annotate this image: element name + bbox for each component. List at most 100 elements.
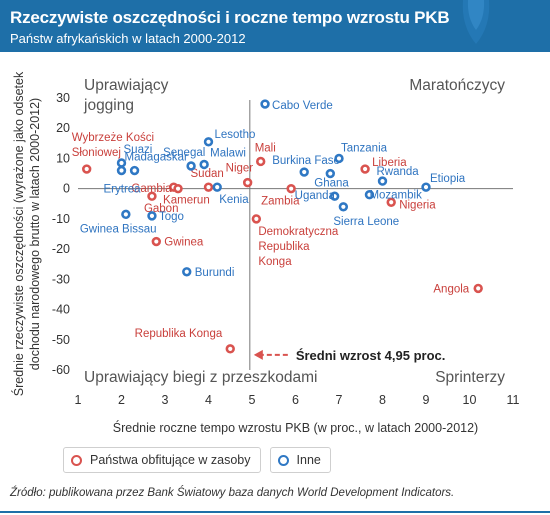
- x-tick-label: 1: [75, 393, 82, 407]
- legend-label-other: Inne: [296, 453, 321, 467]
- y-axis-label-line: Średnie rzeczywiste oszczędności (wyrażo…: [11, 71, 26, 396]
- x-tick-label: 9: [423, 393, 430, 407]
- scatter-chart: 30 20 10 0 -10 -20 -30 -40 -50 -60 1 2 3 4 5 6 7 8 9 10 11 Śr…: [11, 71, 520, 435]
- point-label-wybrzeże-kości-słoniowej: Słoniowej: [72, 147, 121, 159]
- point-label-angola: Angola: [433, 283, 469, 295]
- point-gabon: [147, 191, 157, 201]
- point-label-rwanda: Rwanda: [377, 166, 420, 178]
- x-axis-label: Średnie roczne tempo wzrostu PKB (w proc…: [113, 420, 478, 435]
- point-malawi: [199, 159, 209, 170]
- x-tick-label: 4: [205, 393, 212, 407]
- point-label-malawi: Malawi: [210, 147, 246, 159]
- y-tick-label: 30: [56, 91, 70, 105]
- point-label-niger: Niger: [226, 163, 254, 175]
- point-sierra-leone: [338, 202, 349, 212]
- point-angola: [473, 283, 483, 294]
- chart-title: Rzeczywiste oszczędności i roczne tempo …: [10, 8, 450, 27]
- point-label-liberia: Liberia: [372, 157, 407, 169]
- quadrant-label-bottom-right: Sprinterzy: [435, 369, 505, 386]
- point-label-republika-konga: Republika Konga: [135, 328, 223, 340]
- x-tick-label: 6: [292, 393, 299, 407]
- point-label-gambia: Gambia: [131, 183, 172, 195]
- point-label-sudan: Sudan: [191, 168, 224, 180]
- bottom-rule: [0, 511, 550, 513]
- point-label-gwinea-bissau: Gwinea Bissau: [80, 223, 157, 235]
- quadrant-label-top-left: Uprawiający: [84, 77, 169, 94]
- point-niger: [242, 177, 253, 188]
- source-note: Źródło: publikowana przez Bank Światowy …: [10, 487, 455, 499]
- point-burundi: [182, 267, 192, 277]
- point-label-kenia: Kenia: [219, 194, 249, 206]
- quadrant-label-bottom-left: Uprawiający biegi z przeszkodami: [84, 369, 317, 386]
- point-label-wybrzeże-kości-słoniowej: Wybrzeże Kości: [72, 132, 154, 144]
- point-uganda: [329, 191, 340, 201]
- quadrant-label-top-right: Maratończycy: [409, 77, 505, 94]
- point-nigeria: [386, 197, 396, 207]
- y-tick-label: 0: [63, 182, 70, 196]
- y-tick-label: 10: [56, 151, 70, 165]
- legend: Państwa obfitujące w zasoby Inne: [63, 447, 331, 473]
- point-label-erytrea: Erytrea: [104, 184, 142, 196]
- point-erytrea: [116, 165, 127, 176]
- point-label-etiopia: Etiopia: [430, 173, 466, 185]
- legend-marker-other: [277, 454, 289, 466]
- point-etiopia: [421, 182, 431, 192]
- point-rwanda: [377, 176, 388, 186]
- point-label-mozambik: Mozambik: [369, 190, 422, 202]
- y-tick-label: 20: [56, 121, 70, 135]
- y-tick-label: -60: [52, 363, 70, 377]
- x-tick-label: 7: [336, 393, 343, 407]
- point-label-ghana: Ghana: [314, 178, 349, 190]
- point-label-sierra-leone: Sierra Leone: [333, 216, 399, 228]
- y-tick-label: -30: [52, 272, 70, 286]
- y-tick-label: -20: [52, 242, 70, 256]
- point-ghana: [325, 168, 335, 179]
- point-label-nigeria: Nigeria: [399, 199, 436, 211]
- point-label-burundi: Burundi: [195, 267, 235, 279]
- point-wybrzeże-kości-słoniowej: [81, 164, 92, 174]
- point-label-kamerun: Kamerun: [163, 195, 210, 207]
- x-tick-label: 3: [162, 393, 169, 407]
- point-label-demokratyczna-republika-konga: Demokratyczna: [258, 226, 338, 238]
- point-label-zambia: Zambia: [261, 196, 300, 208]
- point-label-tanzania: Tanzania: [341, 142, 388, 154]
- point-label-demokratyczna-republika-konga: Republika: [258, 241, 310, 253]
- x-tick-label: 5: [249, 393, 256, 407]
- point-label-suazi: Suazi: [124, 144, 153, 156]
- point-sudan: [203, 182, 214, 192]
- point-label-senegal: Senegal: [163, 147, 205, 159]
- point-cabo-verde: [260, 99, 270, 109]
- point-kamerun: [173, 183, 183, 194]
- x-tick-label: 2: [118, 393, 125, 407]
- point-tanzania: [334, 153, 344, 164]
- point-demokratyczna-republika-konga: [251, 214, 262, 224]
- point-burkina-faso: [299, 167, 309, 177]
- point-suazi: [116, 158, 127, 168]
- annotation-arrowhead: [253, 349, 263, 360]
- y-tick-label: -10: [52, 212, 70, 226]
- logo-icon: [462, 0, 490, 44]
- annotation-label: Średni wzrost 4,95 proc.: [296, 348, 446, 363]
- x-tick-label: 8: [379, 393, 386, 407]
- y-tick-label: -50: [52, 333, 70, 347]
- legend-marker-resource: [71, 454, 82, 466]
- point-kenia: [212, 182, 222, 192]
- chart-subtitle: Państw afrykańskich w latach 2000-2012: [10, 31, 246, 46]
- point-senegal: [186, 161, 196, 171]
- x-tick-label: 11: [507, 393, 520, 407]
- legend-label-resource: Państwa obfitujące w zasoby: [90, 453, 251, 467]
- y-tick-label: -40: [52, 303, 70, 317]
- point-madagaskar: [129, 165, 140, 176]
- point-label-lesotho: Lesotho: [215, 129, 256, 141]
- legend-item-resource: Państwa obfitujące w zasoby: [63, 447, 261, 473]
- point-label-togo: Togo: [159, 211, 184, 223]
- point-label-uganda: Uganda: [295, 190, 336, 202]
- quadrant-label-top-left: jogging: [83, 97, 134, 114]
- header-banner: Rzeczywiste oszczędności i roczne tempo …: [0, 0, 550, 52]
- point-lesotho: [203, 137, 214, 147]
- point-liberia: [360, 164, 370, 174]
- point-republika-konga: [225, 344, 235, 354]
- point-label-demokratyczna-republika-konga: Konga: [258, 256, 292, 268]
- legend-item-other: Inne: [269, 447, 331, 473]
- point-zambia: [286, 183, 296, 194]
